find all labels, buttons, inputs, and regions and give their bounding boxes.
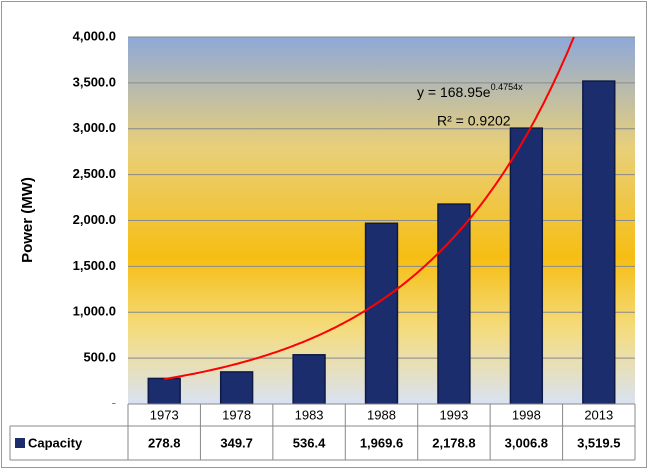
table-bg — [10, 404, 635, 460]
r-squared: R² = 0.9202 — [437, 113, 511, 129]
table-value: 536.4 — [293, 435, 326, 450]
x-tick-label: 1998 — [512, 407, 541, 422]
y-tick-label: 3,000.0 — [73, 120, 116, 135]
x-tick-label: 1978 — [222, 407, 251, 422]
bar — [219, 371, 254, 405]
trendline — [164, 37, 575, 381]
y-tick-label: 1,500.0 — [73, 258, 116, 273]
y-tick-label: 500.0 — [83, 350, 116, 365]
x-tick-label: 1973 — [150, 407, 179, 422]
table-value: 2,178.8 — [432, 435, 475, 450]
legend-label: Capacity — [28, 435, 83, 450]
x-tick-label: 2013 — [584, 407, 613, 422]
x-tick-label: 1983 — [295, 407, 324, 422]
bar — [364, 222, 399, 405]
y-tick-label: 2,000.0 — [73, 212, 116, 227]
bar — [147, 377, 181, 405]
equation-text: y = 168.95e — [417, 84, 491, 100]
table-value: 3,519.5 — [577, 435, 620, 450]
y-tick-label: 4,000.0 — [73, 28, 116, 43]
bar — [582, 80, 616, 405]
equation-exponent: 0.4754x — [491, 82, 524, 92]
trendline-equation: y = 168.95e0.4754x — [417, 82, 523, 99]
table-value: 3,006.8 — [505, 435, 548, 450]
y-tick-label: 2,500.0 — [73, 166, 116, 181]
y-tick-label: 1,000.0 — [73, 304, 116, 319]
x-tick-label: 1988 — [367, 407, 396, 422]
x-tick-label: 1993 — [439, 407, 468, 422]
legend-swatch — [15, 438, 25, 448]
table-value: 1,969.6 — [360, 435, 403, 450]
bar — [292, 354, 326, 405]
bar — [437, 203, 471, 405]
y-tick-label: - — [112, 395, 116, 410]
y-tick-label: 3,500.0 — [73, 74, 116, 89]
table-value: 278.8 — [148, 435, 181, 450]
y-axis-label: Power (MW) — [19, 177, 36, 263]
bar — [509, 127, 544, 405]
table-value: 349.7 — [220, 435, 253, 450]
